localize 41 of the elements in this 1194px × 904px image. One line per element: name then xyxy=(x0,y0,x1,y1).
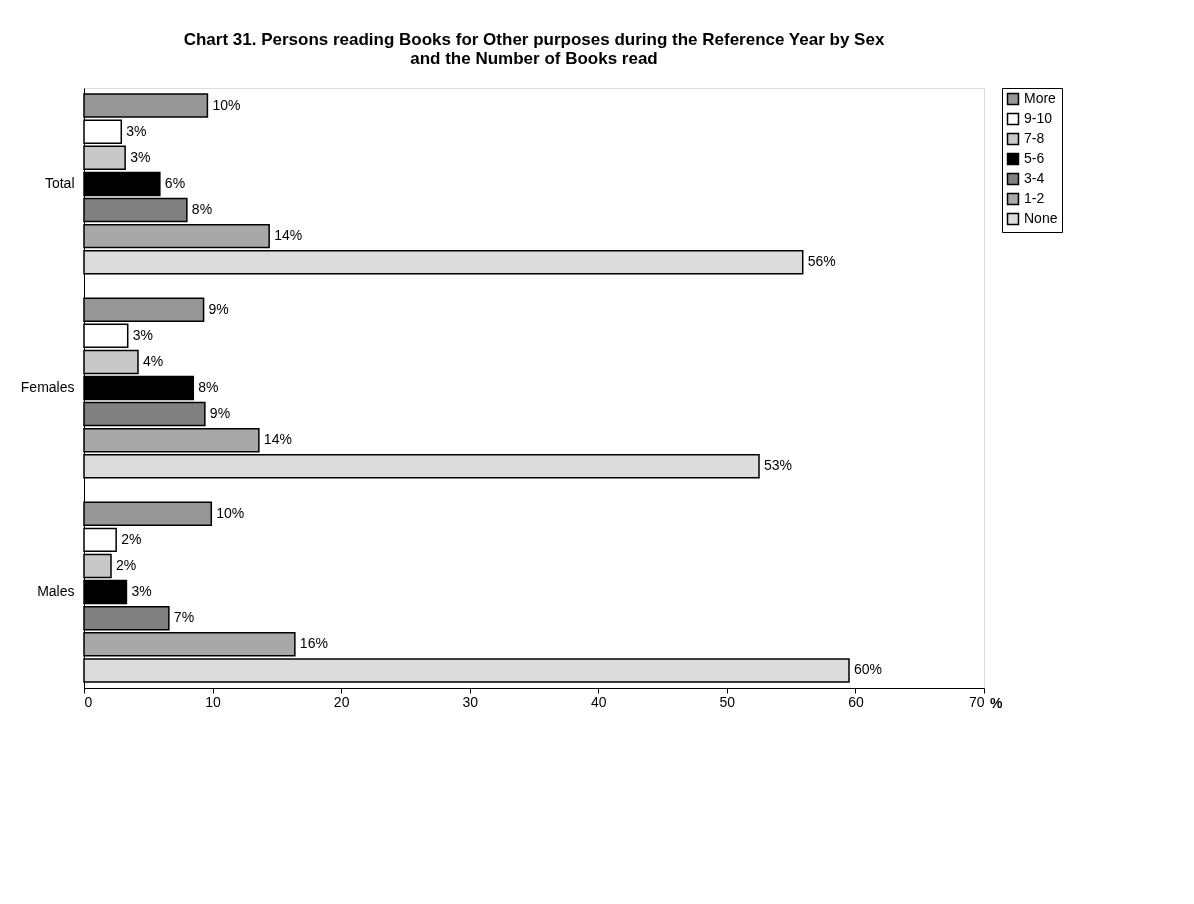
legend-label: 9-10 xyxy=(1024,110,1053,126)
chart-title: Chart 31. Persons reading Books for Other purposes during the Reference Year by Sex and the Number of Books read xyxy=(183,29,885,68)
x-axis-title: % xyxy=(990,694,1004,711)
x-tick-label: 20 xyxy=(333,693,350,710)
x-tick-label: 50 xyxy=(719,693,736,710)
x-tick-label: 10 xyxy=(205,693,222,710)
y-tick-label: Females xyxy=(20,379,75,395)
x-tick-label: 40 xyxy=(591,693,607,710)
data-label: 9% xyxy=(209,405,231,422)
data-label: 16% xyxy=(299,635,328,652)
x-tick-label: 30 xyxy=(462,693,479,710)
data-label: 8% xyxy=(198,379,219,395)
legend-label: 5-6 xyxy=(1024,150,1045,166)
data-label: 3% xyxy=(126,122,147,139)
data-label: 53% xyxy=(764,457,793,474)
data-label: 2% xyxy=(116,556,137,573)
legend-label: None xyxy=(1024,210,1058,226)
legend-label: 3-4 xyxy=(1024,170,1045,186)
data-label: 7% xyxy=(173,609,195,626)
x-tick-label: 0 xyxy=(84,693,93,710)
y-tick-label: Total xyxy=(44,174,75,191)
data-label: 4% xyxy=(143,352,164,369)
x-tick-label: 70 xyxy=(968,693,985,710)
data-label: 3% xyxy=(132,326,153,343)
legend-label: 1-2 xyxy=(1024,190,1045,206)
legend-label: 7-8 xyxy=(1024,130,1045,146)
data-label: 10% xyxy=(212,96,241,113)
data-label: 14% xyxy=(263,431,292,448)
data-label: 10% xyxy=(216,504,245,521)
y-tick-label: Males xyxy=(37,583,75,600)
data-label: 14% xyxy=(274,227,303,244)
data-label: 56% xyxy=(807,253,836,270)
data-label: 8% xyxy=(191,201,213,218)
x-tick-label: 60 xyxy=(848,693,864,710)
data-label: 3% xyxy=(131,583,152,600)
legend-label: More xyxy=(1024,90,1057,106)
data-label: 60% xyxy=(854,661,883,678)
data-label: 3% xyxy=(130,148,151,165)
data-label: 9% xyxy=(208,300,229,317)
data-label: 2% xyxy=(121,530,142,547)
data-label: 6% xyxy=(164,174,186,191)
